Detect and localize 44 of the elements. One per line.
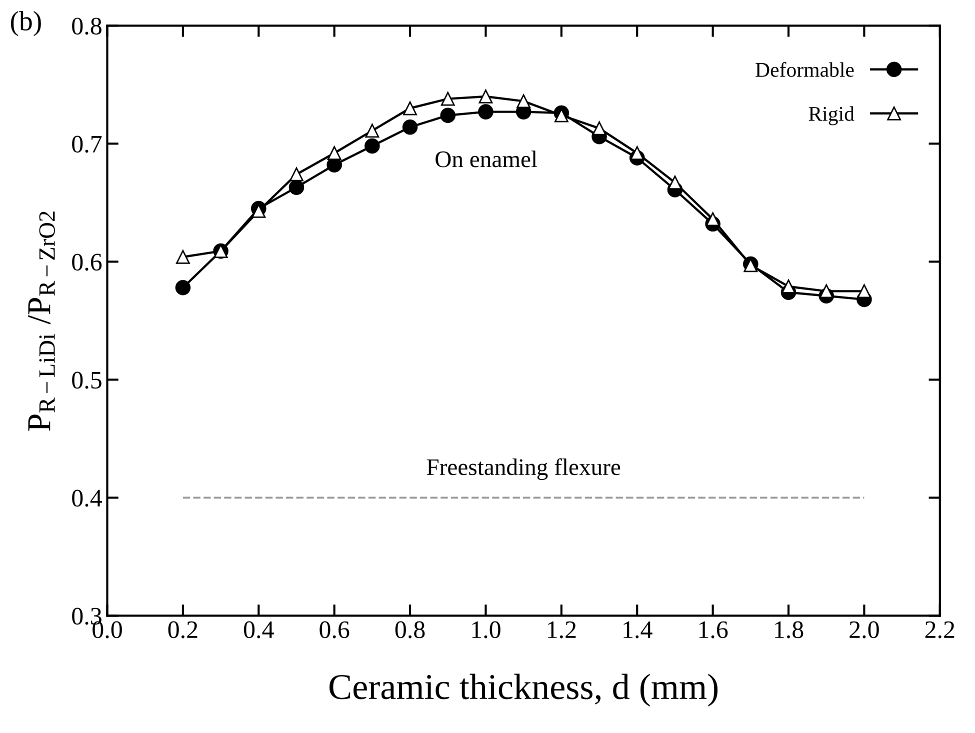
point	[440, 108, 456, 123]
x-tick-label: 2.0	[850, 621, 879, 638]
y-axis-title: P$_{R−LiDi}$ /P$_{R−ZrO2}$	[28, 212, 55, 431]
point	[516, 94, 531, 108]
x-axis-title: Ceramic thickness, d (mm)	[330, 674, 718, 707]
ref-line-label: Freestanding flexure	[426, 458, 620, 480]
annotation: On enamel	[436, 150, 538, 168]
y-tick-label: 0.8	[72, 18, 102, 35]
point	[440, 92, 455, 106]
point	[668, 176, 682, 190]
x-tick-label: 1.6	[699, 621, 728, 638]
x-tick-label: 0.6	[320, 621, 350, 638]
point	[364, 138, 380, 154]
y-tick-label: 0.4	[72, 490, 102, 507]
point	[478, 90, 493, 104]
point	[478, 104, 494, 120]
x-tick-label: 0.8	[395, 621, 425, 638]
x-tick-label: 1.4	[624, 621, 652, 638]
point	[176, 250, 190, 264]
x-tick-label: 2.2	[925, 621, 954, 638]
point	[819, 284, 834, 298]
x-tick-label: 0.2	[168, 621, 198, 638]
y-tick-label: 0.7	[72, 136, 102, 153]
point	[327, 146, 342, 160]
text: (b)	[10, 10, 41, 36]
x-tick-label: 1.8	[775, 621, 804, 638]
point	[403, 101, 417, 116]
x-tick-label: 1.2	[548, 621, 576, 638]
y-tick-label: 0.6	[72, 254, 102, 271]
point	[592, 121, 606, 136]
point	[288, 180, 304, 195]
point	[402, 120, 418, 135]
point	[290, 167, 304, 182]
point	[782, 280, 796, 294]
point	[365, 124, 380, 138]
legend-label: Rigid	[808, 106, 854, 126]
x-tick-label: 1.0	[472, 621, 500, 638]
point	[706, 212, 720, 226]
x-tick-label: 0.4	[244, 621, 274, 638]
point	[857, 284, 872, 298]
legend-label: Deformable	[756, 62, 854, 77]
point	[630, 146, 644, 160]
point	[175, 280, 191, 296]
y-tick-label: 0.5	[72, 372, 102, 389]
